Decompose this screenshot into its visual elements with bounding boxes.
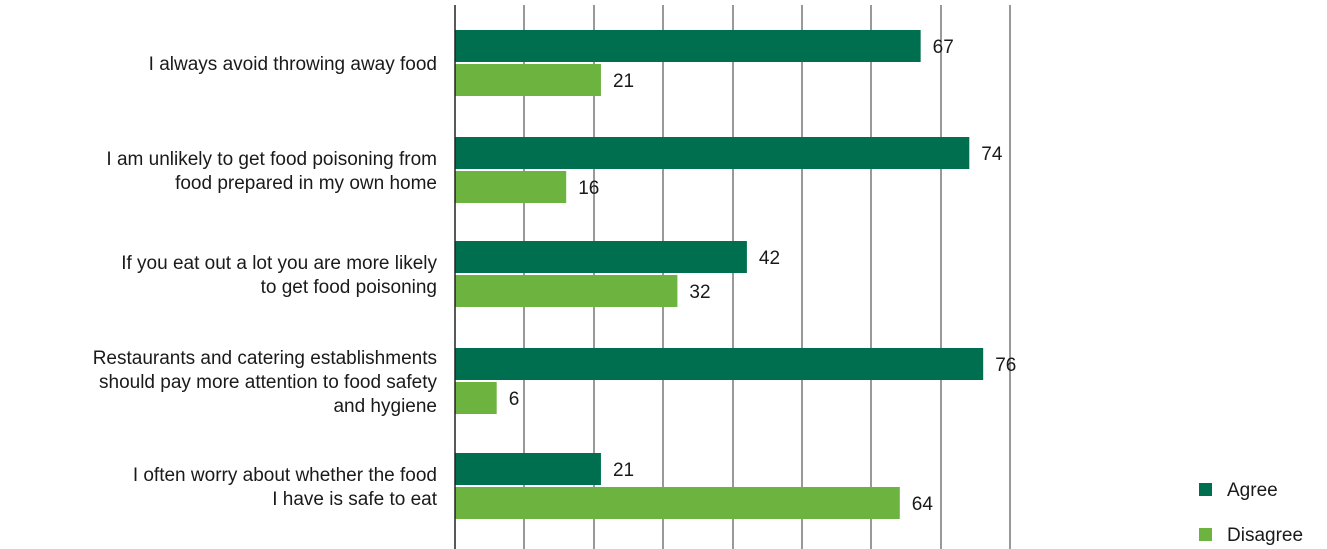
value-label-disagree: 21 <box>613 71 634 92</box>
legend: Agree Disagree <box>1199 480 1303 546</box>
bar-agree <box>455 30 921 62</box>
category-label: I am unlikely to get food poisoning from… <box>106 149 437 194</box>
bar-agree <box>455 137 970 169</box>
legend-swatch-agree <box>1199 483 1212 496</box>
category-label: I often worry about whether the food I ha… <box>133 465 438 510</box>
bar-disagree <box>455 382 497 414</box>
value-label-disagree: 6 <box>509 389 520 410</box>
value-label-agree: 74 <box>981 144 1003 165</box>
bar-agree <box>455 453 601 485</box>
bar-agree <box>455 348 984 380</box>
category-labels: I always avoid throwing away food I am un… <box>93 54 438 510</box>
value-label-disagree: 32 <box>689 282 710 303</box>
category-label: Restaurants and catering establishments s… <box>93 348 438 417</box>
bars <box>455 30 984 519</box>
value-label-agree: 21 <box>613 460 634 481</box>
bar-disagree <box>455 64 601 96</box>
bar-agree <box>455 241 747 273</box>
bar-disagree <box>455 487 900 519</box>
value-label-disagree: 16 <box>578 178 599 199</box>
category-label: I always avoid throwing away food <box>149 54 437 75</box>
legend-swatch-disagree <box>1199 528 1212 541</box>
legend-label-agree: Agree <box>1227 480 1278 501</box>
value-label-agree: 42 <box>759 248 780 269</box>
value-label-agree: 76 <box>995 355 1016 376</box>
value-labels: 67 74 42 76 21 21 16 32 6 64 <box>509 37 1017 515</box>
category-label: If you eat out a lot you are more likely… <box>121 253 437 298</box>
legend-label-disagree: Disagree <box>1227 525 1303 546</box>
value-label-disagree: 64 <box>912 494 934 515</box>
value-label-agree: 67 <box>933 37 954 58</box>
bar-disagree <box>455 171 567 203</box>
bar-disagree <box>455 275 678 307</box>
